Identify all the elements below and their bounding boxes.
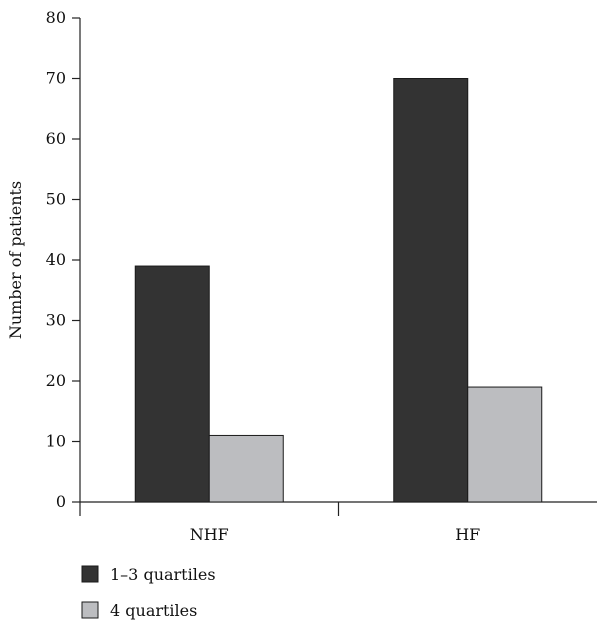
- bars: [134, 78, 543, 503]
- y-tick-label: 80: [46, 8, 66, 27]
- bar-nhf-series-1: [134, 265, 210, 503]
- bar-nhf-series-2: [208, 434, 284, 503]
- y-axis-title: Number of patients: [6, 181, 25, 339]
- y-tick-label: 10: [46, 432, 66, 451]
- x-axis: NHF HF: [79, 501, 597, 544]
- bar-hf-series-2: [467, 386, 543, 503]
- legend: 1–3 quartiles 4 quartiles: [81, 565, 216, 620]
- y-tick-label: 30: [46, 311, 66, 330]
- y-tick-label: 50: [46, 190, 66, 209]
- x-tick-label-nhf: NHF: [190, 525, 229, 544]
- legend-label-2: 4 quartiles: [110, 601, 197, 620]
- legend-label-1: 1–3 quartiles: [110, 565, 216, 584]
- y-tick-label: 0: [56, 492, 66, 511]
- y-axis: Number of patients 0 10 20 30 40 50 60 70 80: [6, 8, 81, 511]
- bar-hf-series-1: [393, 78, 469, 503]
- x-tick-label-hf: HF: [455, 525, 480, 544]
- legend-swatch-2: [81, 601, 99, 619]
- legend-swatch-1: [81, 565, 99, 583]
- y-tick-label: 70: [46, 69, 66, 88]
- y-tick-label: 60: [46, 129, 66, 148]
- y-tick-label: 40: [46, 250, 66, 269]
- y-tick-label: 20: [46, 371, 66, 390]
